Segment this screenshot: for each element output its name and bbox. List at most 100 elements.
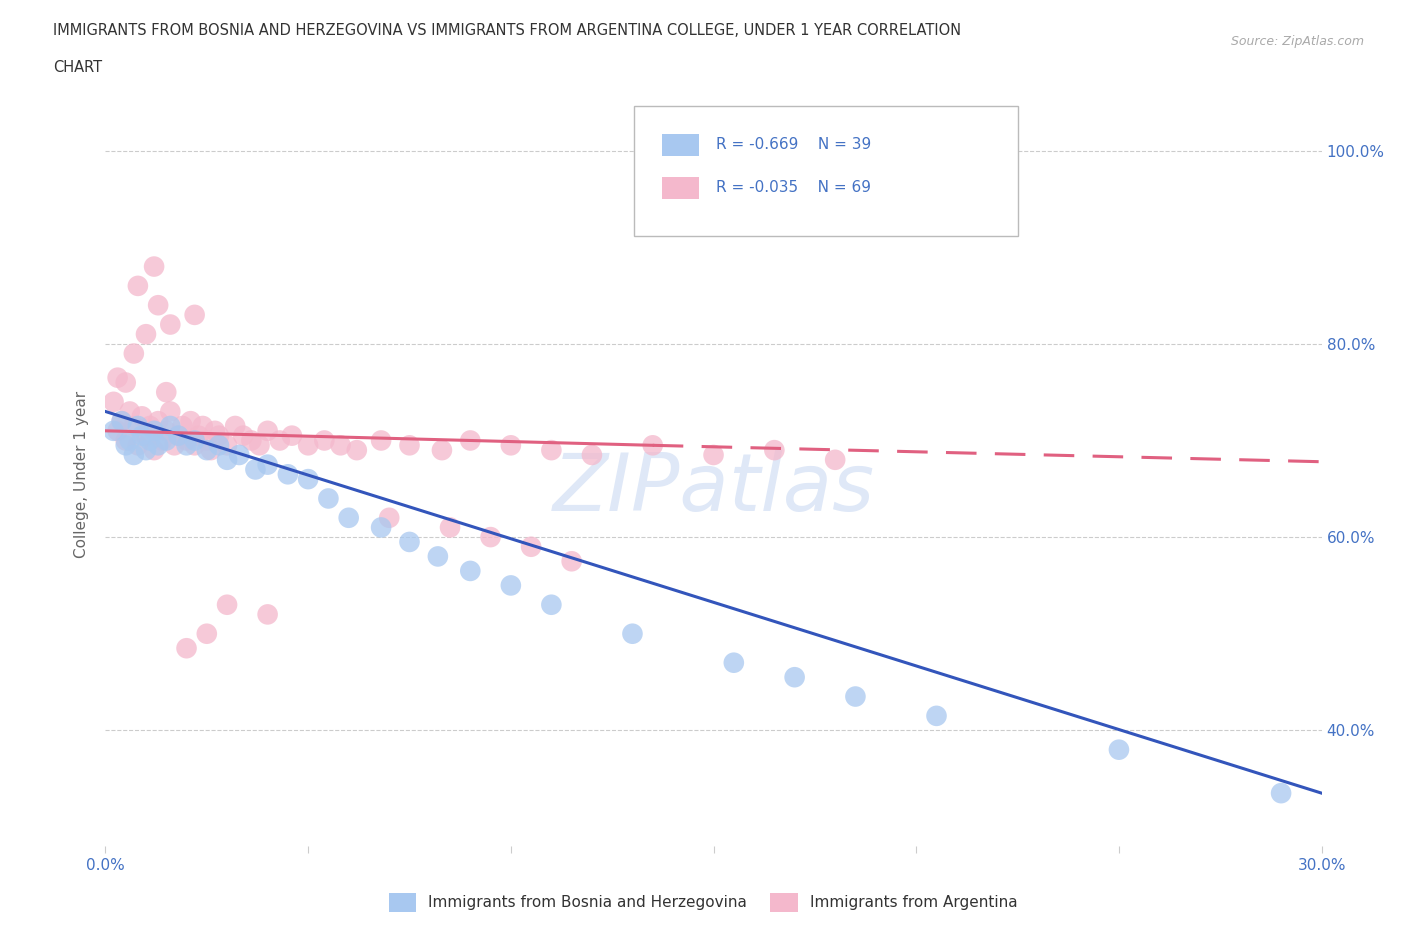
Point	[146, 438, 169, 453]
FancyBboxPatch shape	[634, 106, 1018, 236]
Point	[183, 433, 205, 448]
Point	[183, 308, 205, 323]
Point	[346, 443, 368, 458]
Point	[195, 626, 218, 641]
Point	[1270, 786, 1292, 801]
Point	[176, 641, 198, 656]
Point	[540, 597, 562, 612]
Point	[131, 409, 153, 424]
Point	[159, 317, 181, 332]
Point	[783, 670, 806, 684]
Point	[159, 404, 181, 418]
Point	[167, 428, 190, 443]
Text: Source: ZipAtlas.com: Source: ZipAtlas.com	[1230, 35, 1364, 48]
Point	[256, 458, 278, 472]
Point	[111, 414, 134, 429]
Point	[763, 443, 786, 458]
Point	[187, 428, 209, 443]
Point	[925, 709, 948, 724]
Point	[370, 433, 392, 448]
Point	[172, 418, 194, 433]
Point	[337, 511, 360, 525]
Point	[176, 438, 198, 453]
Point	[103, 423, 125, 438]
Point	[256, 423, 278, 438]
Point	[131, 428, 153, 443]
Bar	[662, 177, 699, 199]
Point	[150, 433, 173, 448]
Point	[641, 438, 664, 453]
Point	[621, 626, 644, 641]
Point	[135, 428, 157, 443]
Point	[127, 278, 149, 293]
Point	[163, 438, 186, 453]
Point	[208, 428, 231, 443]
Point	[426, 549, 449, 564]
Point	[127, 418, 149, 433]
Bar	[662, 134, 699, 156]
Point	[256, 607, 278, 622]
Point	[430, 443, 453, 458]
Point	[245, 462, 267, 477]
Point	[111, 414, 134, 429]
Point	[499, 578, 522, 592]
Point	[1108, 742, 1130, 757]
Point	[269, 433, 291, 448]
Point	[143, 423, 166, 438]
Point	[122, 447, 145, 462]
Point	[723, 656, 745, 671]
Point	[118, 404, 141, 418]
Point	[458, 433, 481, 448]
Text: R = -0.035    N = 69: R = -0.035 N = 69	[716, 180, 870, 195]
Point	[479, 530, 502, 545]
Point	[439, 520, 461, 535]
Point	[146, 414, 169, 429]
Point	[224, 418, 246, 433]
Point	[540, 443, 562, 458]
Point	[398, 438, 420, 453]
Point	[499, 438, 522, 453]
Point	[581, 447, 603, 462]
Point	[370, 520, 392, 535]
Point	[122, 346, 145, 361]
Point	[208, 438, 231, 453]
Point	[281, 428, 304, 443]
Point	[297, 438, 319, 453]
Point	[297, 472, 319, 486]
Point	[143, 259, 166, 274]
Point	[232, 428, 254, 443]
Legend: Immigrants from Bosnia and Herzegovina, Immigrants from Argentina: Immigrants from Bosnia and Herzegovina, …	[382, 887, 1024, 918]
Point	[176, 433, 198, 448]
Point	[107, 370, 129, 385]
Point	[167, 428, 190, 443]
Point	[135, 443, 157, 458]
Point	[217, 452, 239, 467]
Point	[127, 438, 149, 453]
Point	[824, 452, 846, 467]
Point	[114, 438, 136, 453]
Point	[240, 433, 263, 448]
Point	[135, 326, 157, 341]
Point	[118, 433, 141, 448]
Point	[195, 443, 218, 458]
Point	[277, 467, 299, 482]
Point	[561, 554, 583, 569]
Point	[398, 535, 420, 550]
Point	[249, 438, 271, 453]
Point	[114, 375, 136, 390]
Point	[146, 298, 169, 312]
Point	[143, 443, 166, 458]
Point	[329, 438, 352, 453]
Point	[155, 385, 177, 400]
Point	[314, 433, 336, 448]
Point	[378, 511, 401, 525]
Point	[103, 394, 125, 409]
Y-axis label: College, Under 1 year: College, Under 1 year	[75, 391, 90, 558]
Point	[139, 433, 162, 448]
Point	[180, 414, 202, 429]
Point	[122, 418, 145, 433]
Point	[520, 539, 543, 554]
Point	[159, 418, 181, 433]
Point	[844, 689, 866, 704]
Point	[107, 423, 129, 438]
